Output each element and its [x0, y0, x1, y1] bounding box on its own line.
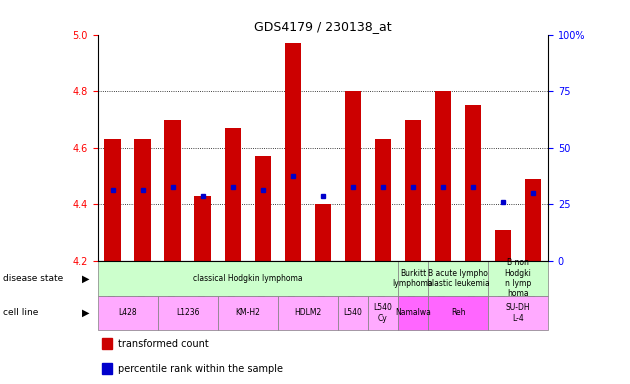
- Text: classical Hodgkin lymphoma: classical Hodgkin lymphoma: [193, 274, 302, 283]
- Text: percentile rank within the sample: percentile rank within the sample: [118, 364, 283, 374]
- Bar: [345, 91, 361, 261]
- Bar: [525, 179, 541, 261]
- Text: L540
Cy: L540 Cy: [374, 303, 392, 323]
- Bar: [278, 296, 338, 330]
- Bar: [195, 196, 211, 261]
- Text: HDLM2: HDLM2: [294, 308, 321, 318]
- Bar: [98, 296, 158, 330]
- Bar: [488, 296, 548, 330]
- Text: L1236: L1236: [176, 308, 200, 318]
- Bar: [338, 296, 368, 330]
- Text: Reh: Reh: [450, 308, 466, 318]
- Bar: [134, 139, 151, 261]
- Bar: [102, 338, 112, 349]
- Bar: [98, 261, 398, 296]
- Text: disease state: disease state: [3, 274, 64, 283]
- Bar: [255, 156, 271, 261]
- Bar: [428, 261, 488, 296]
- Bar: [102, 363, 112, 374]
- Text: KM-H2: KM-H2: [236, 308, 260, 318]
- Bar: [404, 119, 421, 261]
- Text: L428: L428: [118, 308, 137, 318]
- Text: ▶: ▶: [82, 273, 89, 283]
- Bar: [224, 128, 241, 261]
- Text: B acute lympho
blastic leukemia: B acute lympho blastic leukemia: [427, 269, 490, 288]
- Title: GDS4179 / 230138_at: GDS4179 / 230138_at: [254, 20, 392, 33]
- Bar: [428, 296, 488, 330]
- Text: B non
Hodgki
n lymp
homa: B non Hodgki n lymp homa: [505, 258, 532, 298]
- Text: SU-DH
L-4: SU-DH L-4: [506, 303, 530, 323]
- Text: Namalwa: Namalwa: [395, 308, 431, 318]
- Bar: [398, 261, 428, 296]
- Text: cell line: cell line: [3, 308, 38, 318]
- Text: L540: L540: [343, 308, 362, 318]
- Bar: [218, 296, 278, 330]
- Bar: [488, 261, 548, 296]
- Bar: [105, 139, 121, 261]
- Bar: [158, 296, 218, 330]
- Bar: [164, 119, 181, 261]
- Bar: [398, 296, 428, 330]
- Bar: [435, 91, 451, 261]
- Text: ▶: ▶: [82, 308, 89, 318]
- Text: transformed count: transformed count: [118, 339, 209, 349]
- Text: Burkitt
lymphoma: Burkitt lymphoma: [392, 269, 433, 288]
- Bar: [375, 139, 391, 261]
- Bar: [368, 296, 398, 330]
- Bar: [495, 230, 512, 261]
- Bar: [314, 205, 331, 261]
- Bar: [285, 43, 301, 261]
- Bar: [465, 105, 481, 261]
